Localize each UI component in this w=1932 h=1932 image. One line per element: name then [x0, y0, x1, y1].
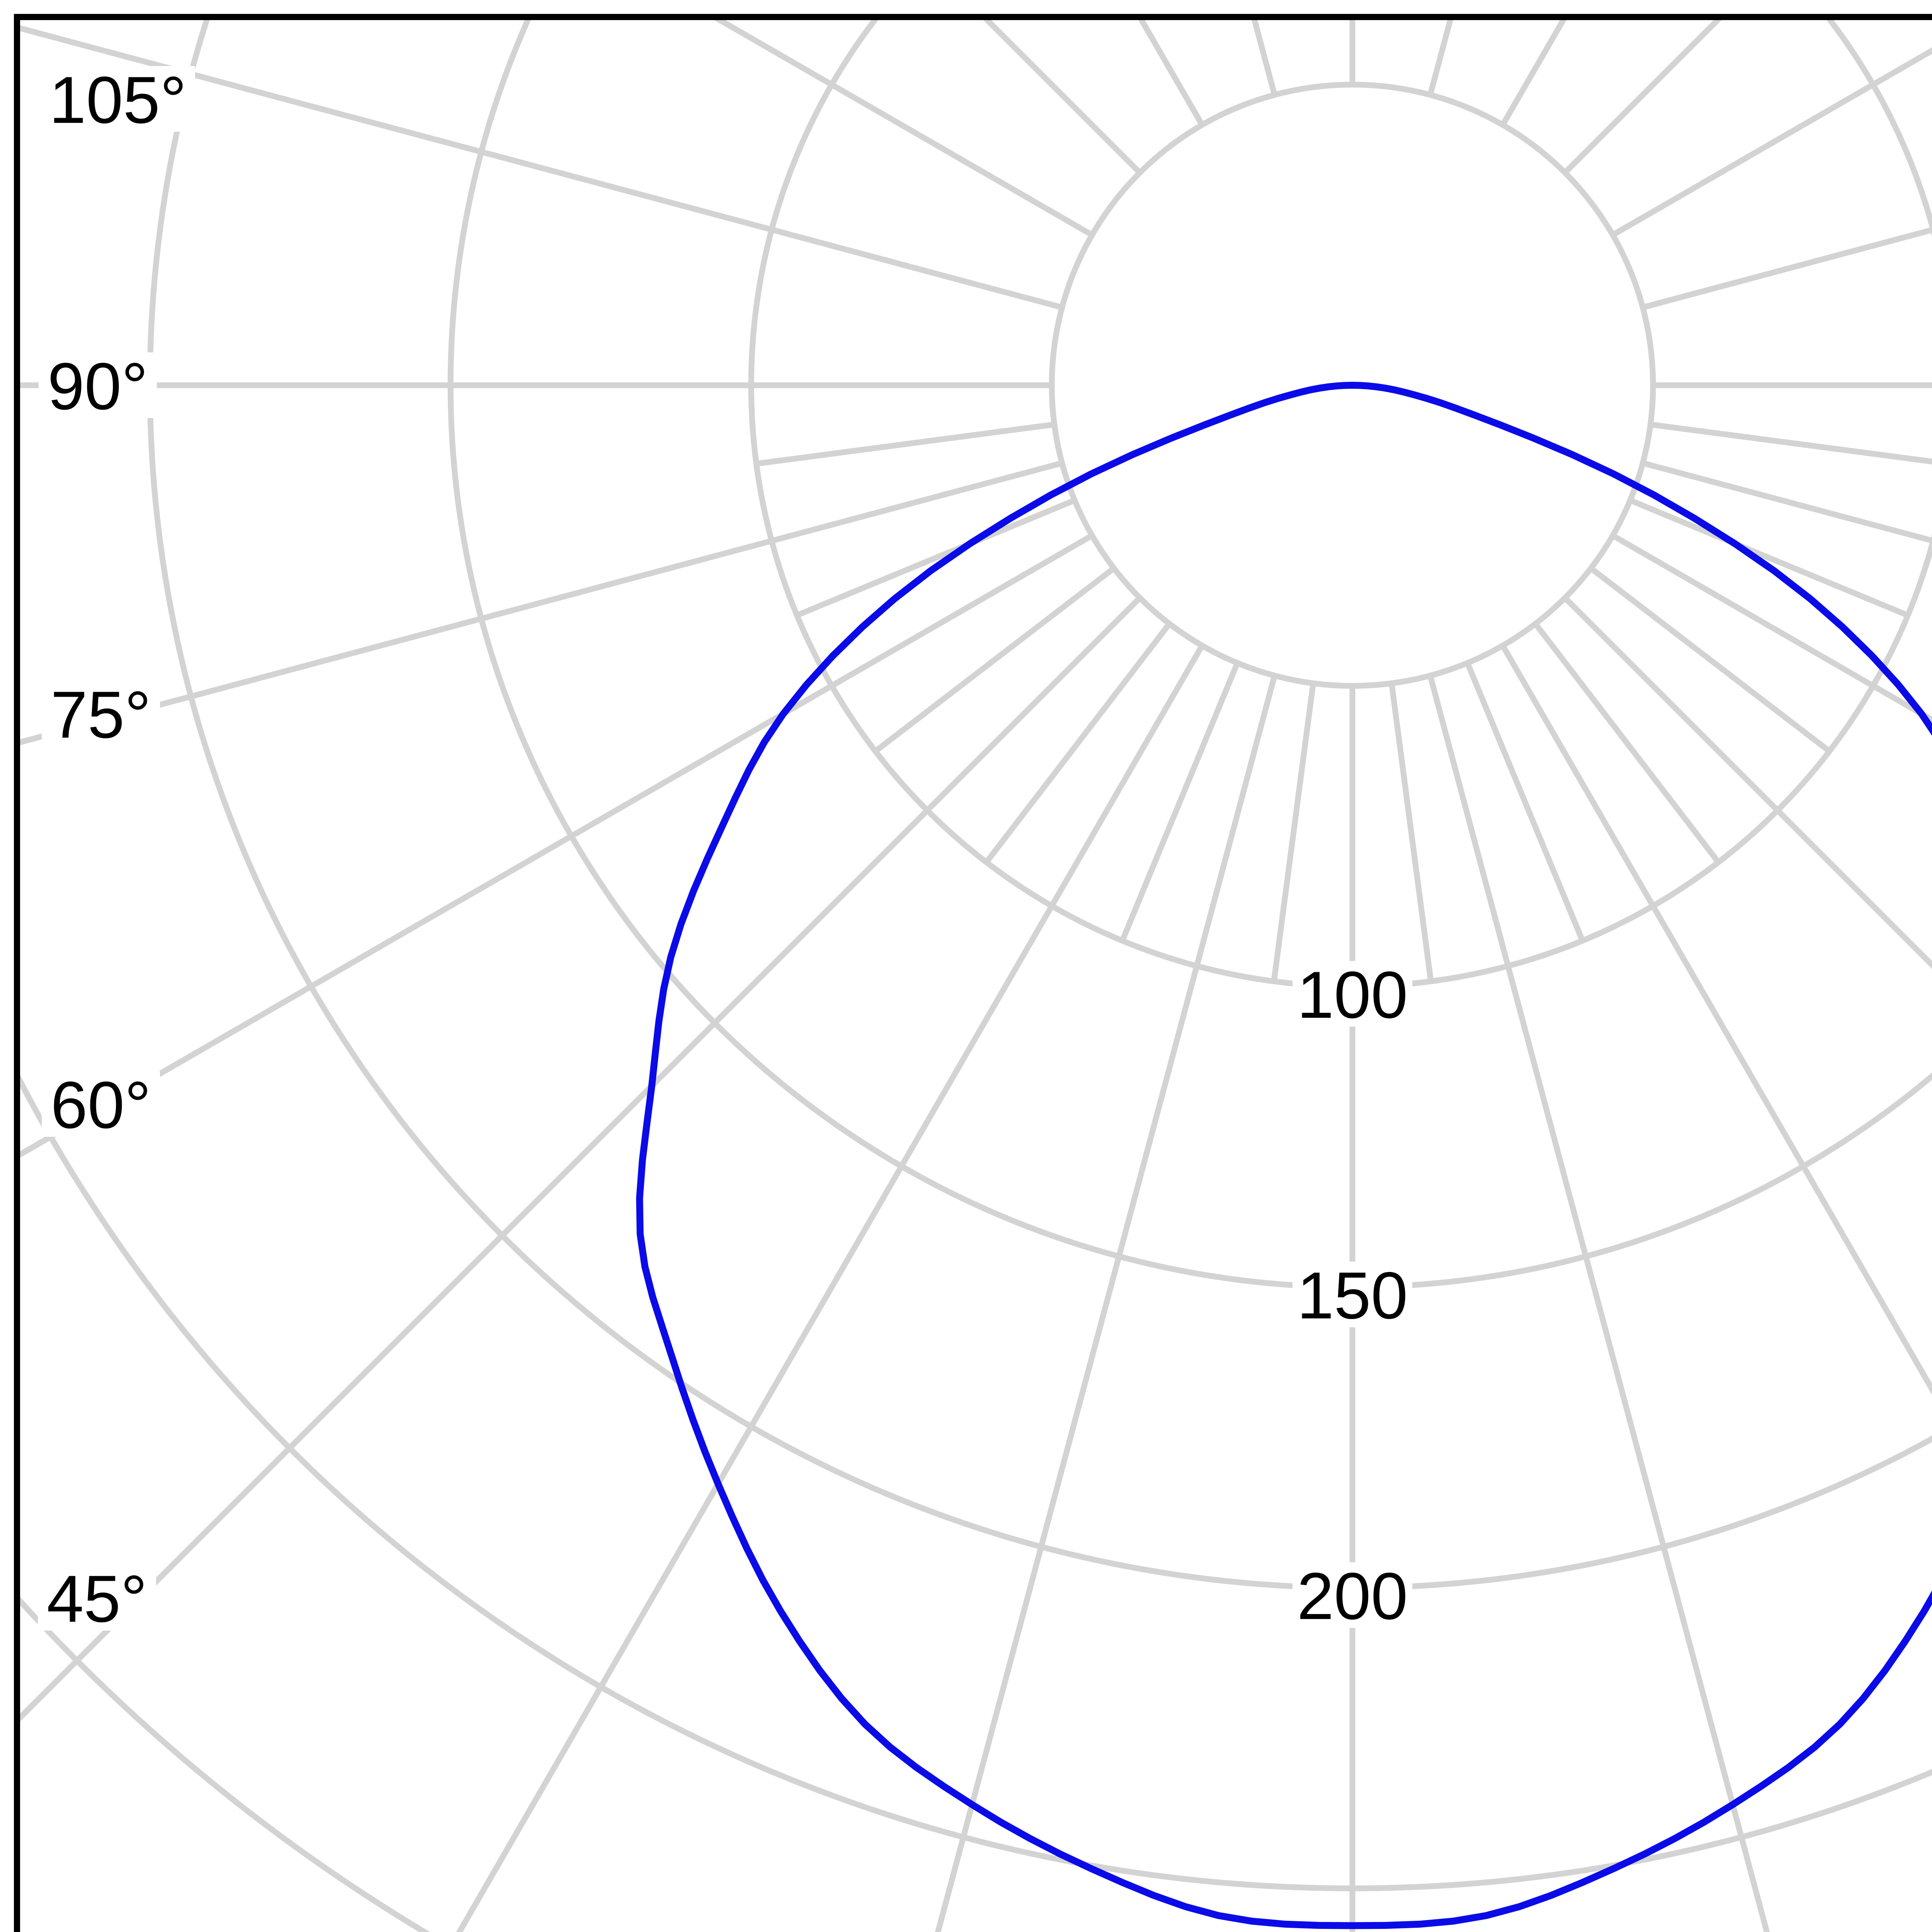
svg-text:90°: 90° [48, 349, 148, 423]
svg-text:100: 100 [1297, 958, 1408, 1032]
svg-text:105°: 105° [49, 63, 187, 137]
svg-text:60°: 60° [51, 1068, 151, 1142]
svg-text:75°: 75° [51, 678, 151, 752]
svg-text:150: 150 [1297, 1259, 1408, 1333]
svg-text:45°: 45° [47, 1562, 147, 1636]
svg-text:200: 200 [1297, 1559, 1408, 1633]
